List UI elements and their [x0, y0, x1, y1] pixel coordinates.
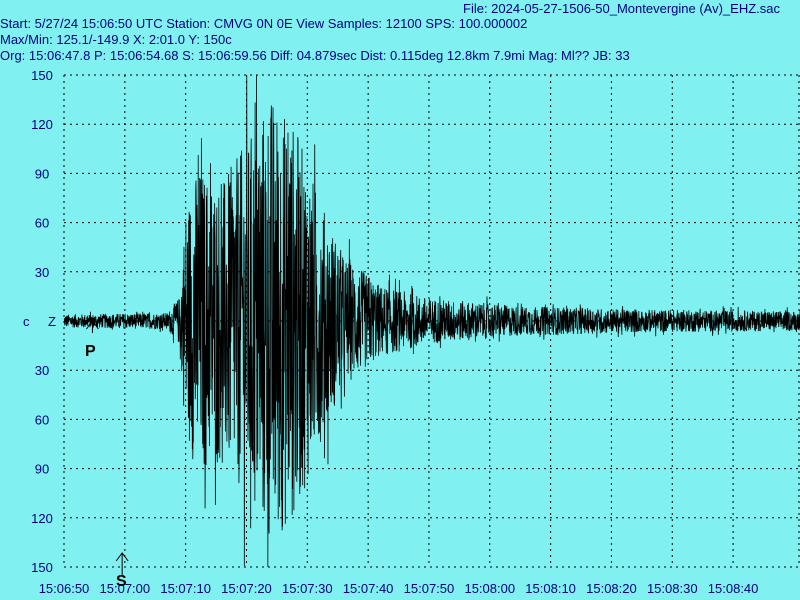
channel-c-label: c	[23, 314, 30, 329]
x-tick-label: 15:08:30	[647, 581, 698, 596]
x-tick-label: 15:06:50	[39, 581, 90, 596]
channel-z-label: Z	[48, 314, 56, 329]
maxmin-info: Max/Min: 125.1/-149.9 X: 2:01.0 Y: 150c	[0, 32, 232, 47]
y-tick-label: 150	[31, 560, 53, 575]
y-tick-label: 150	[31, 68, 53, 83]
x-tick-label: 15:08:40	[708, 581, 759, 596]
x-tick-label: 15:07:00	[100, 581, 151, 596]
x-tick-label: 15:07:10	[160, 581, 211, 596]
s-pick-arrow	[115, 552, 129, 575]
s-pick-label: S	[116, 573, 127, 590]
y-tick-label: 90	[35, 166, 49, 181]
x-tick-label: 15:08:00	[464, 581, 515, 596]
y-tick-label: 120	[31, 511, 53, 526]
org-info: Org: 15:06:47.8 P: 15:06:54.68 S: 15:06:…	[0, 48, 630, 63]
start-info: Start: 5/27/24 15:06:50 UTC Station: CMV…	[0, 16, 528, 31]
p-pick-arrow	[86, 318, 99, 333]
x-tick-label: 15:07:50	[404, 581, 455, 596]
x-tick-label: 15:07:40	[343, 581, 394, 596]
x-tick-label: 15:07:30	[282, 581, 333, 596]
x-tick-label: 15:08:10	[525, 581, 576, 596]
y-tick-label: 120	[31, 117, 53, 132]
p-pick-label: P	[85, 343, 96, 360]
y-tick-label: 60	[35, 216, 49, 231]
file-label: File: 2024-05-27-1506-50_Montevergine (A…	[463, 1, 780, 16]
y-tick-label: 60	[35, 412, 49, 427]
y-tick-label: 90	[35, 462, 49, 477]
y-tick-label: 30	[35, 265, 49, 280]
x-tick-label: 15:07:20	[221, 581, 272, 596]
x-tick-label: 15:08:20	[586, 581, 637, 596]
y-tick-label: 30	[35, 363, 49, 378]
waveform-trace	[63, 74, 800, 568]
